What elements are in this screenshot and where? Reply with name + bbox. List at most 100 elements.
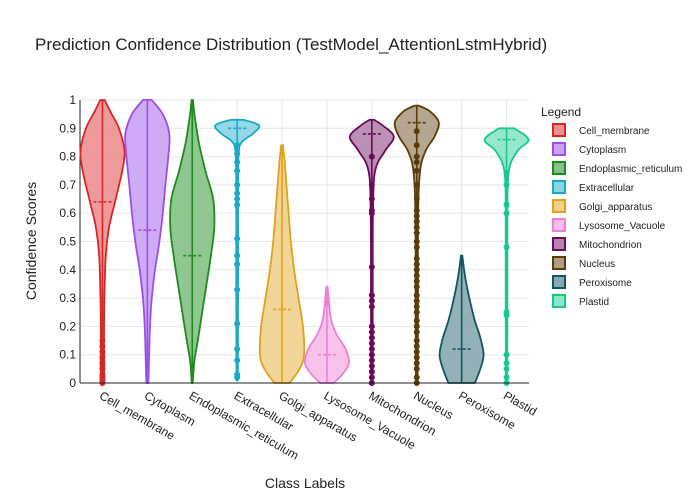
- y-axis: 0 0.1 0.2 0.3 0.4 0.5 0.6 0.7 0.8 0.9 1: [59, 93, 81, 390]
- legend-item: Cell_membrane: [552, 123, 650, 137]
- legend-swatch: [552, 123, 566, 137]
- outlier-point: [413, 159, 420, 166]
- legend-swatch: [552, 180, 566, 194]
- outlier-point: [503, 210, 510, 217]
- outlier-point: [413, 142, 420, 149]
- outlier-point: [413, 266, 420, 273]
- outlier-point: [99, 354, 106, 361]
- legend-label: Plastid: [579, 297, 609, 308]
- outlier-point: [413, 297, 420, 304]
- outlier-point: [234, 235, 241, 242]
- outlier-point: [368, 351, 375, 358]
- outlier-point: [503, 201, 510, 208]
- legend-swatch: [552, 142, 566, 156]
- outlier-point: [413, 309, 420, 316]
- legend-label: Peroxisome: [579, 278, 632, 289]
- legend-label: Cell_membrane: [579, 126, 650, 137]
- outlier-point: [413, 213, 420, 220]
- outlier-point: [503, 351, 510, 358]
- legend-title: Legend: [541, 105, 581, 119]
- violin-cell_membrane: [79, 99, 126, 386]
- y-tick-label: 0.5: [59, 235, 76, 249]
- outlier-point: [413, 343, 420, 350]
- outlier-point: [413, 224, 420, 231]
- outlier-point: [413, 354, 420, 361]
- y-tick-label: 0.2: [59, 319, 76, 333]
- violin-lysosome_vacuole: [303, 285, 350, 384]
- outlier-point: [503, 170, 510, 177]
- violin-plastid: [483, 127, 530, 386]
- outlier-point: [413, 230, 420, 237]
- legend-label: Lysosome_Vacuole: [579, 221, 666, 232]
- legend-item: Nucleus: [552, 256, 615, 270]
- outlier-point: [413, 181, 420, 188]
- violin-extracellular: [214, 118, 261, 382]
- outlier-point: [413, 207, 420, 214]
- outlier-point: [99, 348, 106, 355]
- legend: Legend Cell_membrane Cytoplasm Endoplasmic…: [541, 105, 682, 308]
- y-tick-label: 0.6: [59, 206, 76, 220]
- outlier-point: [234, 357, 241, 364]
- outlier-point: [413, 238, 420, 245]
- legend-item: Cytoplasm: [552, 142, 626, 156]
- outlier-point: [368, 207, 375, 214]
- violin-golgi_apparatus: [258, 144, 306, 384]
- outlier-point: [413, 365, 420, 372]
- outlier-point: [99, 337, 106, 344]
- outlier-point: [368, 329, 375, 336]
- legend-item: Endoplasmic_reticulum: [552, 161, 682, 175]
- outlier-point: [234, 159, 241, 166]
- legend-label: Extracellular: [579, 183, 635, 194]
- outlier-point: [413, 218, 420, 225]
- outlier-point: [413, 196, 420, 203]
- y-tick-label: 0: [69, 376, 76, 390]
- outlier-point: [99, 360, 106, 367]
- x-tick-label: Cell_membrane: [97, 388, 178, 443]
- outlier-point: [234, 371, 241, 378]
- legend-label: Golgi_apparatus: [579, 202, 652, 213]
- outlier-point: [413, 128, 420, 135]
- outlier-point: [503, 365, 510, 372]
- legend-swatch: [552, 161, 566, 175]
- outlier-point: [368, 181, 375, 188]
- outlier-point: [413, 244, 420, 251]
- outlier-point: [413, 167, 420, 174]
- y-tick-label: 0.7: [59, 178, 76, 192]
- y-tick-label: 0.9: [59, 121, 76, 135]
- outlier-point: [234, 346, 241, 353]
- legend-item: Lysosome_Vacuole: [552, 218, 666, 232]
- outlier-point: [503, 309, 510, 316]
- x-axis: Cell_membraneCytoplasmEndoplasmic_reticu…: [80, 382, 539, 463]
- outlier-point: [234, 196, 241, 203]
- outlier-point: [368, 363, 375, 370]
- outlier-point: [413, 348, 420, 355]
- outlier-point: [368, 297, 375, 304]
- y-tick-label: 0.8: [59, 150, 76, 164]
- outlier-point: [413, 292, 420, 299]
- outlier-point: [234, 201, 241, 208]
- outlier-point: [99, 365, 106, 372]
- outlier-point: [234, 190, 241, 197]
- outlier-point: [413, 153, 420, 160]
- outlier-point: [368, 323, 375, 330]
- outlier-point: [99, 343, 106, 350]
- outlier-point: [413, 261, 420, 268]
- outlier-point: [234, 181, 241, 188]
- outlier-point: [234, 286, 241, 293]
- outlier-point: [368, 346, 375, 353]
- outlier-point: [234, 252, 241, 259]
- outlier-point: [413, 272, 420, 279]
- y-tick-label: 0.1: [59, 348, 76, 362]
- legend-swatch: [552, 237, 566, 251]
- outlier-point: [413, 278, 420, 285]
- legend-label: Endoplasmic_reticulum: [579, 164, 682, 175]
- chart-title: Prediction Confidence Distribution (Test…: [35, 35, 547, 54]
- legend-label: Nucleus: [579, 259, 615, 270]
- outlier-point: [368, 196, 375, 203]
- outlier-point: [503, 181, 510, 188]
- y-axis-title: Confidence Scores: [23, 182, 39, 300]
- legend-swatch: [552, 199, 566, 213]
- outlier-point: [368, 368, 375, 375]
- legend-label: Cytoplasm: [579, 145, 626, 156]
- violin-mitochondrion: [348, 118, 395, 386]
